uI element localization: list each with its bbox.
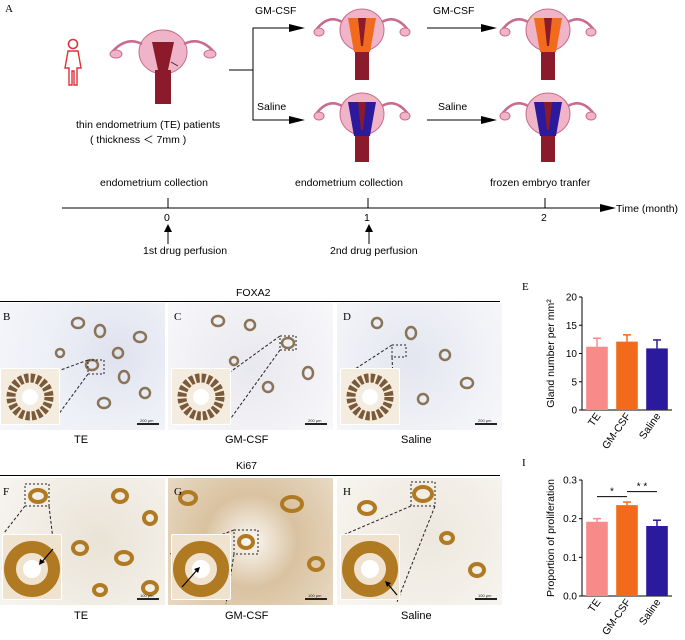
second-arrows [427,24,497,124]
panel-letter-b: B [3,311,11,323]
ki67-te-inset [2,534,62,600]
y-tick-label: 0.1 [563,553,577,564]
panel-letter-h: H [343,486,351,498]
panel-letter-e: E [522,281,529,293]
scale-text: 200 μm [478,418,492,423]
x-tick-label: TE [586,597,604,615]
ki67-label-saline: Saline [401,610,432,622]
panel-letter-c: C [174,311,182,323]
x-tick-label: Saline [637,411,664,442]
foxa2-saline-inset [340,368,400,425]
y-tick-label: 0.0 [563,592,577,603]
uterus-gmcsf-month1 [313,8,411,80]
significance-star: * [610,487,614,498]
uterus-patient-illustration [109,29,217,104]
ki67-label-gmcsf: GM-CSF [225,610,269,622]
arrow-up-icon [164,224,172,244]
scale-text: 100 μm [308,593,322,598]
panel-letter-f: F [3,486,10,498]
second-gmcsf-label: GM-CSF [433,5,475,17]
ki67-label-te: TE [74,610,89,622]
scale-bar [137,598,159,600]
panel-letter-g: G [174,486,182,498]
foxa2-gmcsf-inset [171,368,231,425]
foxa2-label-gmcsf: GM-CSF [225,434,269,446]
y-tick-label: 10 [566,349,578,360]
scale-text: 200 μm [308,418,322,423]
ki67-rule [0,475,500,476]
x-tick-label: GM-CSF [600,411,634,450]
bar [616,505,638,596]
y-axis-label: Proportion of proliferation [545,479,557,597]
ki67-saline-inset [340,534,400,600]
bar [646,348,668,410]
uterus-gmcsf-month2 [499,8,597,80]
time-axis-label: Time (month) [616,203,679,215]
y-tick-label: 0.2 [563,514,577,525]
foxa2-rule [0,301,500,302]
event-below-1: 2nd drug perfusion [330,245,418,257]
event-above-2: frozen embryo tranfer [490,177,591,189]
scale-text: 100 μm [478,593,492,598]
second-saline-label: Saline [438,101,468,113]
scale-text: 100 μm [140,593,154,598]
event-above-0: endometrium collection [100,177,208,189]
tick-1: 1 [364,212,370,224]
branch-gmcsf-label: GM-CSF [255,5,297,17]
scale-bar [305,423,327,425]
patient-label-line1: thin endometrium (TE) patients [76,119,221,131]
y-tick-label: 0.3 [563,476,577,487]
panel-letter-a: A [5,3,13,15]
uterus-saline-month1 [313,92,411,162]
y-tick-label: 20 [566,293,578,304]
foxa2-label-te: TE [74,434,89,446]
bar [646,526,668,596]
scale-bar [305,598,327,600]
ki67-gmcsf-inset [171,534,231,600]
branch-arrows [229,24,305,124]
event-above-1: endometrium collection [295,177,403,189]
x-tick-label: GM-CSF [600,597,634,637]
scale-bar [137,423,159,425]
bar [586,521,608,596]
significance-star: * * [637,482,648,493]
foxa2-label-saline: Saline [401,434,432,446]
branch-saline-label: Saline [257,101,287,113]
event-below-0: 1st drug perfusion [143,245,228,257]
x-tick-label: TE [586,411,604,429]
panel-letter-i: I [522,457,526,469]
tick-2: 2 [541,212,547,224]
chart-i: 0.0 0.1 0.2 0.3 Proportion of proliferation T… [545,476,672,637]
bar [586,346,608,410]
bar [616,341,638,410]
timeline-axis [62,198,616,212]
y-tick-label: 0 [571,406,577,417]
scale-bar [475,598,497,600]
scale-text: 200 μm [140,418,154,423]
scale-bar [475,423,497,425]
foxa2-title: FOXA2 [236,287,271,299]
tick-0: 0 [164,212,170,224]
y-tick-label: 5 [571,377,577,388]
patient-label-line2: ( thickness ＜ 7mm ) [90,134,187,146]
y-tick-label: 15 [566,321,578,332]
uterus-saline-month2 [499,92,597,162]
y-axis-label: Gland number per mm² [545,299,557,408]
arrow-up-icon [365,224,373,244]
x-tick-label: Saline [637,597,664,628]
foxa2-te-inset [0,368,60,425]
ki67-title: Ki67 [236,460,258,472]
panel-letter-d: D [343,311,351,323]
woman-icon [64,38,82,86]
